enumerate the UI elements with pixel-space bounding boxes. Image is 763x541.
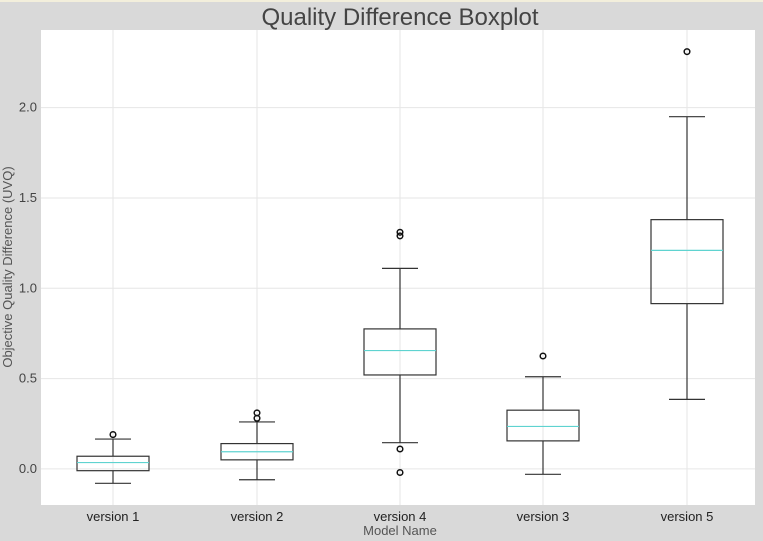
y-tick-label: 0.0	[19, 461, 37, 476]
outlier-point	[253, 409, 261, 417]
x-tick-label: version 5	[661, 509, 714, 524]
y-tick-label: 2.0	[19, 100, 37, 115]
iqr-box	[650, 219, 724, 305]
x-tick-label: version 2	[231, 509, 284, 524]
grid	[41, 30, 755, 505]
x-tick-label: version 4	[374, 509, 427, 524]
iqr-box	[506, 409, 580, 442]
x-tick-label: version 1	[87, 509, 140, 524]
ticks: 0.0 0.5 1.0 1.5 2.0 version 1 version 2 version…	[19, 100, 713, 524]
y-tick-label: 1.0	[19, 280, 37, 295]
outlier-point	[683, 48, 691, 56]
x-tick-label: version 3	[517, 509, 570, 524]
boxes	[76, 48, 724, 484]
iqr-box	[76, 455, 150, 472]
outlier-point	[396, 228, 404, 236]
iqr-box	[363, 328, 437, 376]
y-tick-label: 1.5	[19, 190, 37, 205]
y-axis-label: Objective Quality Difference (UVQ)	[0, 166, 15, 367]
x-axis-label: Model Name	[363, 523, 437, 538]
outlier-point	[396, 445, 404, 453]
plot-area	[41, 30, 755, 505]
outlier-point	[396, 232, 404, 240]
outlier-point	[396, 468, 404, 477]
outlier-point	[109, 431, 117, 439]
outlier-point	[539, 352, 547, 360]
y-tick-label: 0.5	[19, 371, 37, 386]
chart-title: Quality Difference Boxplot	[261, 4, 538, 31]
window-top-edge	[0, 0, 763, 2]
